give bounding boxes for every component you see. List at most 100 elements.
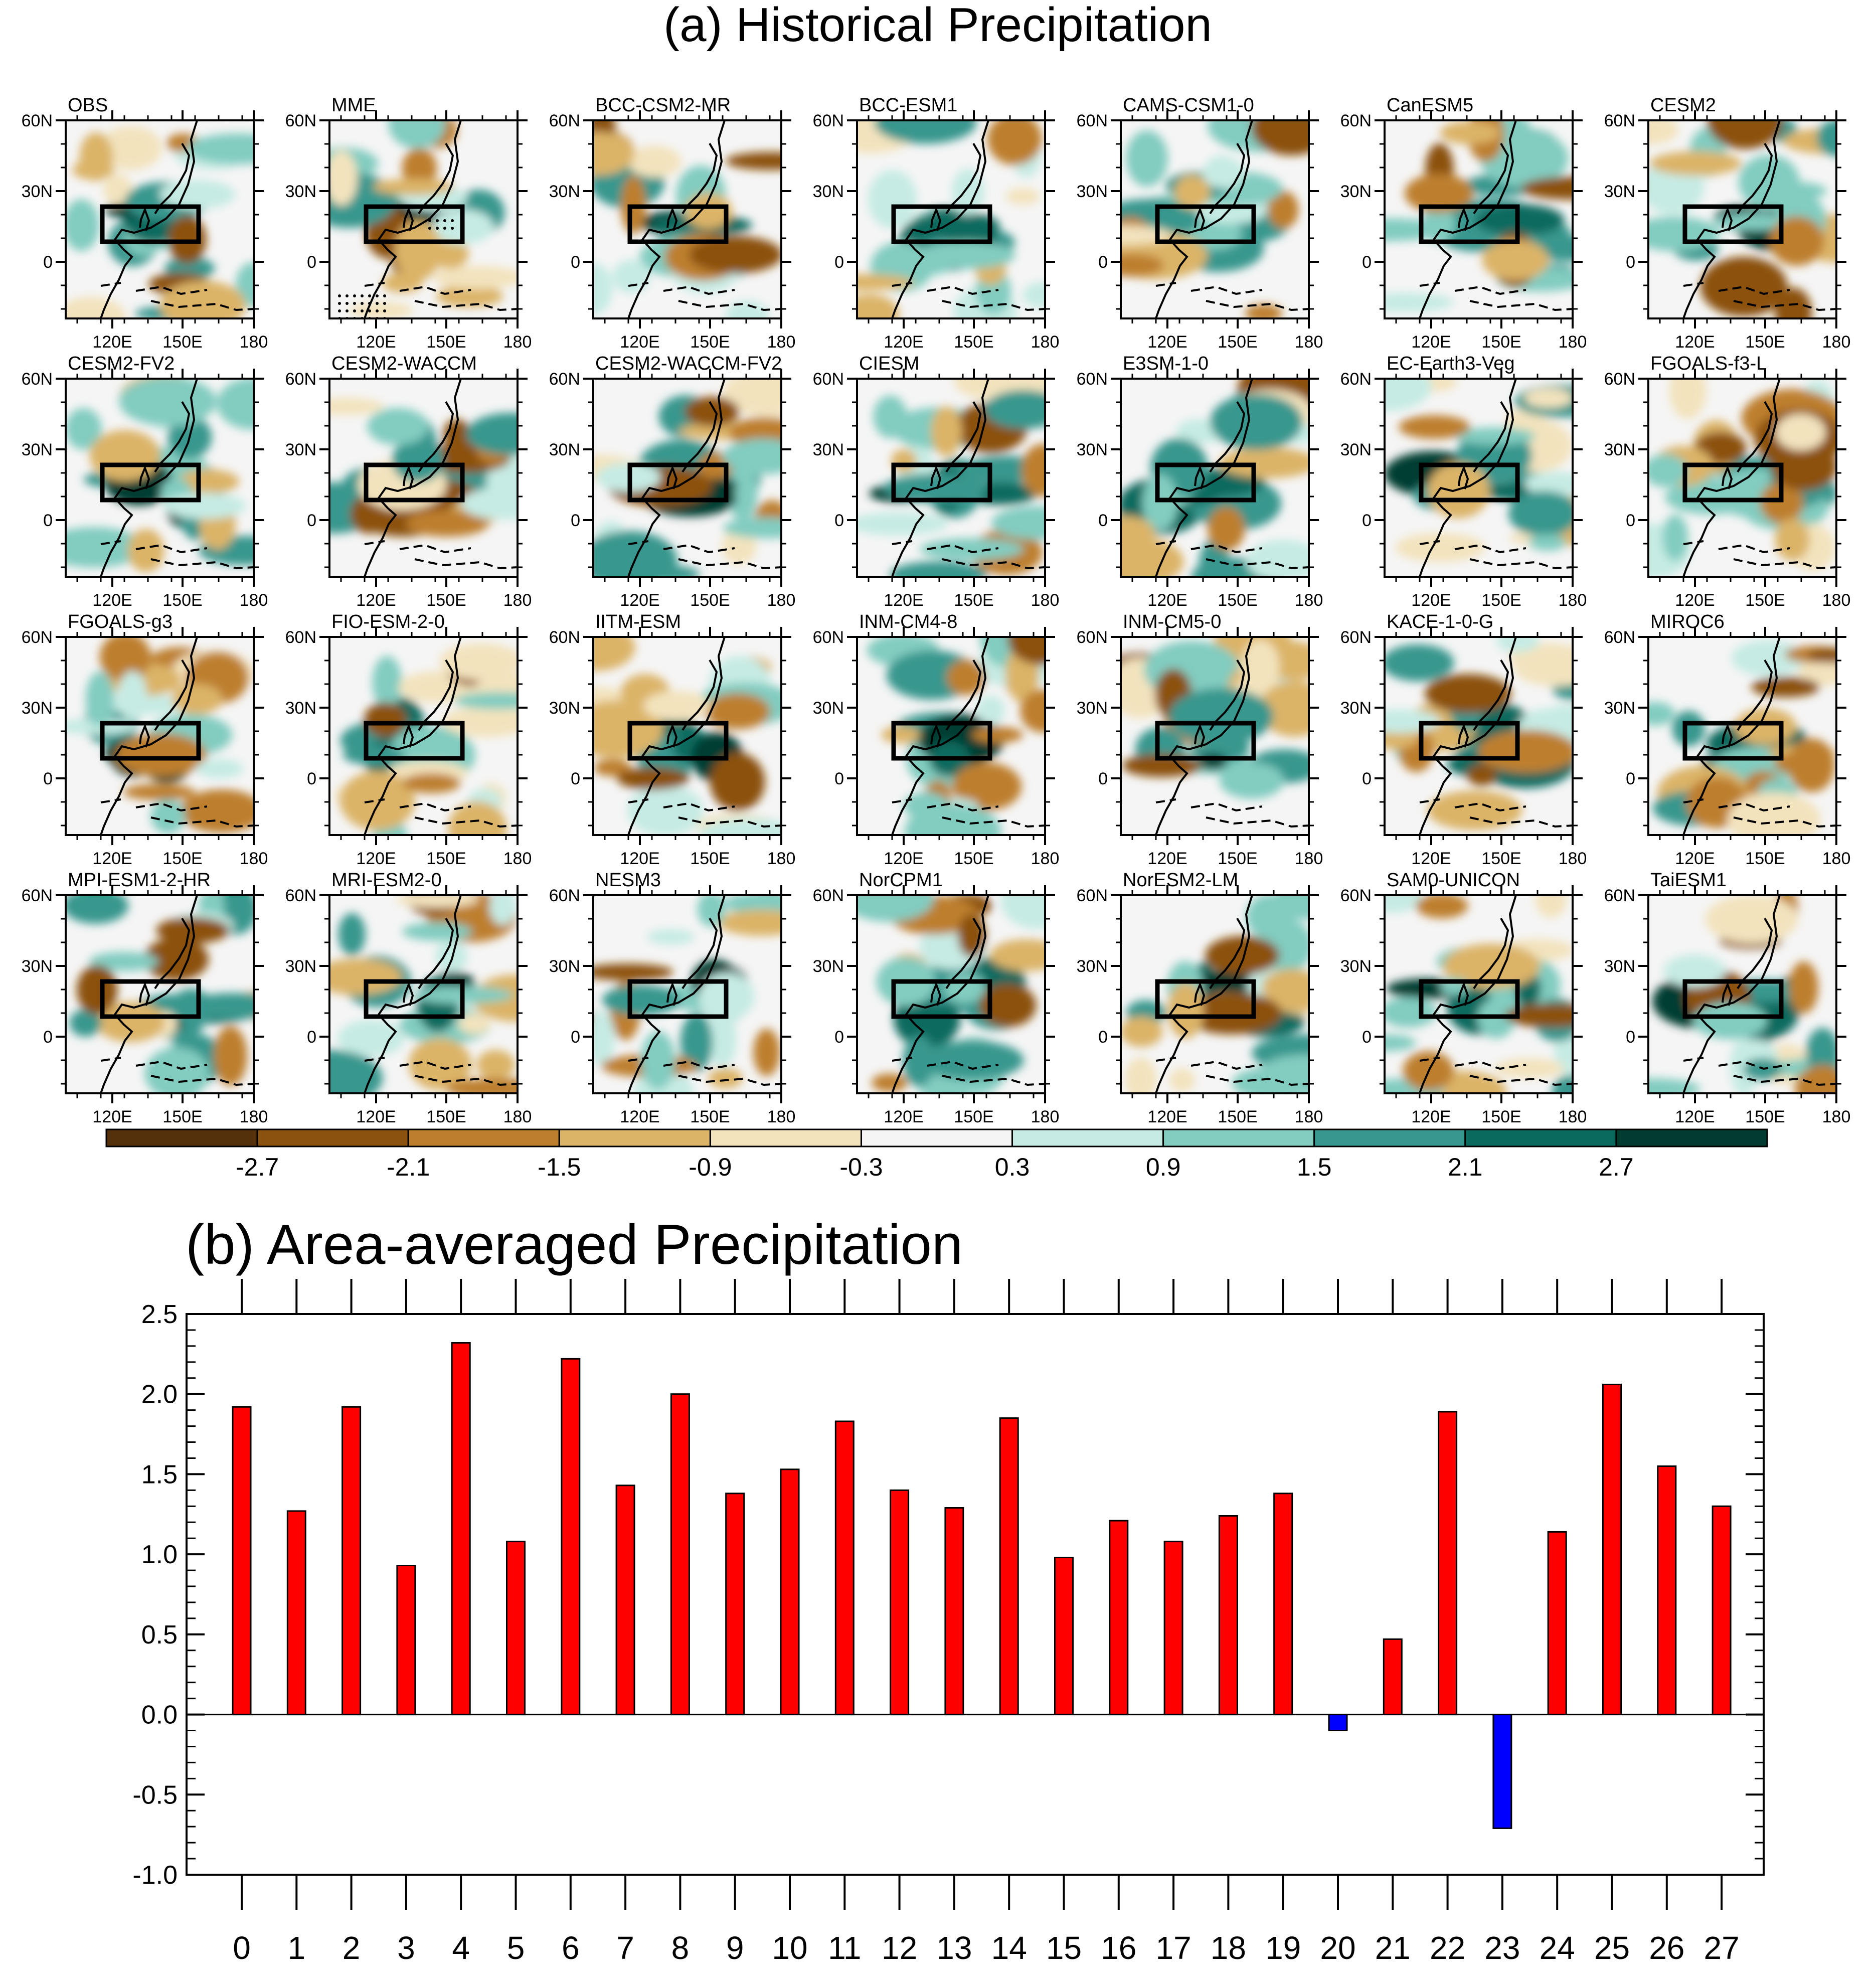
lat-tick-label: 30N [22,957,53,976]
precip-field [593,895,781,1093]
y-tick-label: 2.5 [141,1300,178,1329]
field-blob [1385,218,1442,241]
field-blob [1524,471,1573,496]
field-blob [1202,157,1245,189]
colorbar-label: 0.3 [995,1153,1030,1181]
bar [834,1420,855,1716]
precip-field [329,637,518,835]
x-tick-label: 19 [1265,1930,1301,1966]
field-blob [1494,1058,1565,1078]
map-panel: NorCPM1 60N 30N 0 120E 150E 180 [813,870,1060,1126]
field-blobs [329,398,518,537]
lat-tick-label: 60N [1340,628,1372,647]
island-coastline [1155,282,1309,311]
field-blob [99,637,151,682]
lat-tick-label: 0 [307,511,316,530]
field-blob [903,1035,935,1087]
field-blob [1649,151,1742,176]
lon-tick-label: 180 [1031,591,1060,610]
coastline [1722,981,1733,1006]
analysis-box [1419,721,1520,761]
analysis-box [1682,721,1784,761]
lon-tick-label: 120E [356,849,396,868]
precip-field [66,379,254,577]
field-blob [593,263,613,315]
field-blob [1427,790,1522,831]
x-tick-label: 14 [991,1930,1027,1966]
field-blob [1219,447,1309,478]
x-tick-label: 6 [562,1930,580,1966]
field-blob [159,180,236,209]
map-panel-title: CESM2-FV2 [68,353,175,374]
island-coastline [1419,1057,1573,1086]
field-blob [641,1031,675,1090]
lat-tick-label: 0 [1098,769,1108,788]
lat-tick-label: 0 [1098,253,1108,272]
lat-tick-label: 30N [1340,440,1372,459]
map-frame [1384,119,1574,319]
x-tick-label: 8 [671,1930,690,1966]
island-coastline [100,540,254,570]
field-blob [1000,895,1045,929]
map-panel-title: NorCPM1 [859,870,943,891]
y-tick-label: 0.0 [141,1701,178,1730]
field-blob [364,702,407,737]
field-blob [1385,292,1454,312]
lat-tick-label: 0 [307,769,316,788]
lat-tick-label: 0 [307,253,316,272]
map-panel-title: NorESM2-LM [1123,870,1238,891]
field-blob [708,1068,743,1089]
map-panel: IITM-ESM 60N 30N 0 120E 150E 180 [549,611,796,868]
field-blob [1385,379,1432,412]
precip-field [857,120,1045,318]
map-panel-title: INM-CM4-8 [859,611,957,632]
field-blob [460,487,518,520]
map-panel: FIO-ESM-2-0 60N 30N 0 120E 150E 180 [285,611,532,868]
lon-tick-label: 150E [1481,849,1521,868]
bar [1657,1465,1677,1716]
lon-tick-label: 180 [1822,1107,1851,1126]
lat-tick-label: 60N [1604,111,1635,130]
field-blob [1126,130,1168,187]
field-blob [1007,637,1045,666]
field-blob [920,538,1024,560]
field-blob [118,671,147,721]
plot-frame [186,1313,1765,1876]
field-blob [873,395,907,438]
field-blob [1806,1028,1836,1077]
precip-field [1121,379,1309,577]
map-frame [856,636,1046,836]
field-blob [163,492,246,519]
field-blob [722,528,757,565]
coastline [1722,723,1733,748]
island-coastline [628,282,781,311]
lat-tick-label: 60N [285,370,316,389]
lon-tick-label: 120E [1147,333,1187,352]
field-blob [602,985,681,1016]
map-panel: NorESM2-LM 60N 30N 0 120E 150E 180 [1077,870,1323,1126]
lon-tick-label: 150E [426,1107,466,1126]
lat-tick-label: 30N [1077,440,1108,459]
bar [1273,1493,1293,1716]
field-blob [402,922,472,941]
lon-tick-label: 120E [92,591,132,610]
y-tick-label: 0.5 [141,1620,178,1650]
x-tick-label: 12 [882,1930,917,1966]
lon-tick-label: 150E [1218,591,1257,610]
x-tick-label: 26 [1649,1930,1684,1966]
map-panel: CanESM5 60N 30N 0 120E 150E 180 [1340,95,1587,352]
precip-field [593,120,781,318]
field-blob [753,1028,780,1076]
bar [561,1358,581,1715]
lat-tick-label: 30N [1340,699,1372,718]
field-blob [119,379,217,426]
field-blob [903,792,949,819]
field-blob [435,940,468,972]
field-blob [66,199,99,251]
y-tick-label: 2.0 [141,1380,178,1409]
lon-tick-label: 150E [426,591,466,610]
map-frame [65,119,255,319]
lon-tick-label: 120E [1675,591,1715,610]
lon-tick-label: 120E [356,1107,396,1126]
lat-tick-label: 60N [549,886,580,905]
